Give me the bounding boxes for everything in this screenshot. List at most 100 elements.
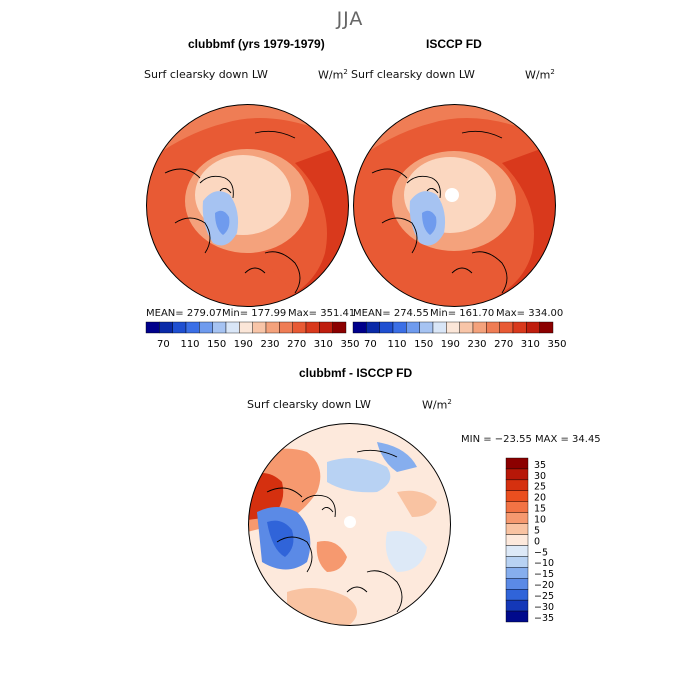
- colorbar2-swatch: [512, 321, 527, 334]
- map3-warm-patch-center: [316, 541, 347, 572]
- colorbar2-swatch: [526, 321, 540, 334]
- colorbar3-tick-label: −15: [534, 569, 554, 580]
- panel2-colorbar: 70 110 150 190 230 270 310 350: [352, 321, 567, 350]
- colorbar3-swatch: [505, 534, 529, 546]
- colorbar2-swatch: [379, 321, 394, 334]
- colorbar2-swatch: [446, 321, 460, 334]
- colorbar2-tick-label: 190: [441, 339, 460, 350]
- panel2-title: ISCCP FD: [426, 37, 482, 51]
- colorbar1-swatch: [212, 321, 227, 334]
- panel1-variable: Surf clearsky down LW: [144, 68, 268, 81]
- colorbar3-tick-label: 5: [534, 525, 540, 536]
- colorbar2-tick-label: 310: [521, 339, 540, 350]
- colorbar3-tick-label: 10: [534, 515, 546, 526]
- colorbar3-tick-label: −10: [534, 558, 554, 569]
- map2-greenland-core: [422, 210, 437, 235]
- panel1-title: clubbmf (yrs 1979-1979): [188, 37, 325, 51]
- colorbar1-swatch: [305, 321, 320, 334]
- colorbar1-swatch: [172, 321, 187, 334]
- colorbar3-swatch: [505, 556, 529, 568]
- colorbar2-tick-label: 150: [414, 339, 433, 350]
- panel2-polar-map: [353, 104, 556, 307]
- colorbar2-swatch: [499, 321, 514, 334]
- colorbar1-tick-label: 230: [260, 339, 279, 350]
- colorbar1-swatch: [159, 321, 173, 334]
- map1-greenland-core: [215, 210, 230, 235]
- map2-coastlines: [371, 130, 508, 294]
- panel1-max: Max= 351.41: [288, 308, 356, 319]
- panel2-units: W/m2: [525, 68, 555, 82]
- map1-coastlines: [164, 130, 301, 294]
- colorbar1-tick-label: 150: [207, 339, 226, 350]
- panel2-max: Max= 334.00: [496, 308, 564, 319]
- colorbar1-tick-label: 190: [234, 339, 253, 350]
- colorbar1-swatch: [332, 321, 347, 334]
- map1-europe-field: [265, 248, 307, 288]
- map3-cool-patch-north: [327, 458, 391, 493]
- colorbar3-tick-label: 15: [534, 504, 546, 515]
- panel3-polar-map: [248, 423, 451, 626]
- colorbar1-tick-label: 310: [314, 339, 333, 350]
- colorbar3-tick-label: 30: [534, 471, 546, 482]
- colorbar1-swatch: [279, 321, 293, 334]
- panel1-units: W/m2: [318, 68, 348, 82]
- map3-outline: [248, 423, 451, 626]
- panel3-minmax: MIN = −23.55 MAX = 34.45: [461, 434, 601, 445]
- map3-coastlines-arctic: [301, 494, 336, 518]
- map3-warm-patch-east: [397, 490, 437, 517]
- colorbar3-tick-label: 25: [534, 482, 546, 493]
- map2-outline: [353, 104, 556, 307]
- colorbar2-swatch: [486, 321, 500, 334]
- colorbar2-swatch: [539, 321, 554, 334]
- colorbar2-tick-label: 110: [387, 339, 406, 350]
- colorbar3-swatch: [505, 479, 529, 492]
- panel1-min: Min= 177.99: [222, 308, 287, 319]
- colorbar2-tick-label: 70: [364, 339, 377, 350]
- panel3-variable: Surf clearsky down LW: [247, 398, 371, 411]
- panel1-mean: MEAN= 279.07: [146, 308, 222, 319]
- colorbar3-swatch: [505, 545, 529, 557]
- colorbar3-swatch: [505, 490, 529, 502]
- colorbar1-swatch: [292, 321, 307, 334]
- panel2-min: Min= 161.70: [430, 308, 495, 319]
- season-title: JJA: [336, 8, 364, 30]
- colorbar3-swatch: [505, 468, 529, 481]
- colorbar2-tick-label: 270: [494, 339, 513, 350]
- colorbar3-swatch: [505, 457, 529, 470]
- colorbar2-swatch: [432, 321, 447, 334]
- colorbar3-swatch: [505, 512, 529, 524]
- map3-cool-patch-east: [385, 531, 427, 572]
- map3-pole-gap: [344, 516, 356, 528]
- colorbar1-tick-label: 110: [180, 339, 199, 350]
- colorbar2-swatch: [366, 321, 380, 334]
- colorbar3-tick-label: −20: [534, 580, 554, 591]
- colorbar1-swatch: [199, 321, 213, 334]
- colorbar2-swatch: [459, 321, 474, 334]
- colorbar3-tick-label: 20: [534, 493, 546, 504]
- colorbar3-swatch: [505, 567, 529, 579]
- colorbar1-swatch: [239, 321, 253, 334]
- map3-cold-core-greenland: [267, 520, 294, 557]
- map3-coastlines: [266, 449, 403, 613]
- colorbar3-tick-label: −30: [534, 602, 554, 613]
- colorbar3-tick-label: −35: [534, 613, 554, 624]
- colorbar2-swatch: [352, 321, 367, 334]
- map2-coastlines-arctic: [406, 175, 441, 199]
- panel2-mean: MEAN= 274.55: [353, 308, 429, 319]
- colorbar3-swatch: [505, 599, 529, 612]
- colorbar3-tick-label: −25: [534, 591, 554, 602]
- panel3-title: clubbmf - ISCCP FD: [299, 366, 413, 380]
- colorbar1-tick-label: 270: [287, 339, 306, 350]
- colorbar3-swatch: [505, 501, 529, 513]
- colorbar1-tick-label: 350: [340, 339, 359, 350]
- map1-outline: [146, 104, 349, 307]
- panel2-variable: Surf clearsky down LW: [351, 68, 475, 81]
- colorbar2-tick-label: 230: [467, 339, 486, 350]
- colorbar1-swatch: [185, 321, 200, 334]
- map1-coastlines-arctic: [199, 175, 234, 199]
- colorbar2-swatch: [392, 321, 407, 334]
- panel1-polar-map: [146, 104, 349, 307]
- colorbar1-swatch: [252, 321, 267, 334]
